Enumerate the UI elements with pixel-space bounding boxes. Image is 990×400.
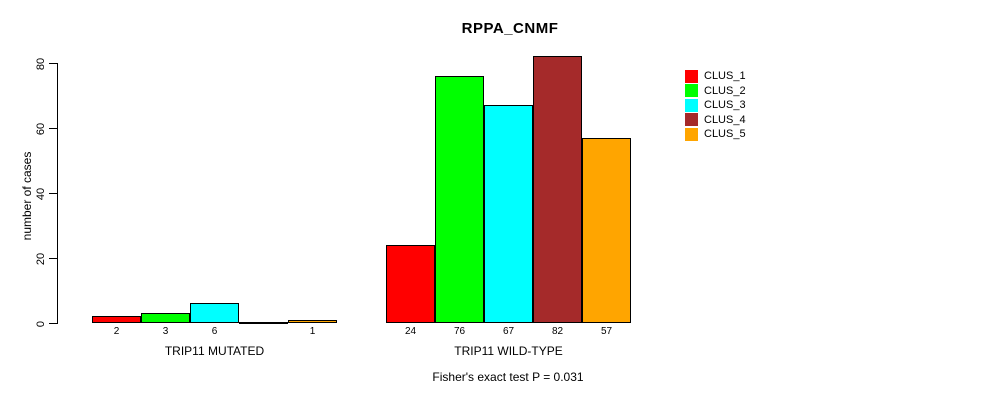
y-tick-label: 20 bbox=[35, 252, 47, 265]
y-tick-label: 60 bbox=[35, 122, 47, 135]
bar-clus-3-trip11-mutated bbox=[190, 303, 239, 323]
y-tick-label: 40 bbox=[35, 187, 47, 200]
chart-title: RPPA_CNMF bbox=[461, 20, 559, 37]
y-axis-line bbox=[57, 63, 58, 324]
legend-swatch-clus-2 bbox=[685, 84, 698, 98]
legend-label: CLUS_1 bbox=[704, 70, 746, 83]
bar-value-label: 3 bbox=[162, 326, 169, 337]
legend-item-clus-1: CLUS_1 bbox=[685, 69, 746, 84]
group-label-trip11-mutated: TRIP11 MUTATED bbox=[164, 344, 265, 358]
bar-clus-2-trip11-mutated bbox=[141, 313, 190, 323]
bar-value-label: 6 bbox=[211, 326, 218, 337]
bar-value-label: 2 bbox=[113, 326, 120, 337]
y-tick bbox=[49, 258, 57, 259]
fisher-test-annotation: Fisher's exact test P = 0.031 bbox=[432, 370, 584, 384]
legend-label: CLUS_5 bbox=[704, 128, 746, 141]
group-label-trip11-wild-type: TRIP11 WILD-TYPE bbox=[454, 344, 563, 358]
bar-clus-2-trip11-wild-type bbox=[435, 76, 484, 323]
legend-label: CLUS_3 bbox=[704, 99, 746, 112]
legend-swatch-clus-4 bbox=[685, 113, 698, 127]
legend-swatch-clus-5 bbox=[685, 127, 698, 141]
y-axis-title: number of cases bbox=[20, 151, 34, 241]
legend-item-clus-4: CLUS_4 bbox=[685, 113, 746, 128]
legend-label: CLUS_2 bbox=[704, 84, 746, 97]
y-tick bbox=[49, 128, 57, 129]
y-tick-label: 80 bbox=[35, 57, 47, 70]
bar-value-label: 24 bbox=[404, 326, 417, 337]
y-tick bbox=[49, 323, 57, 324]
bar-clus-1-trip11-wild-type bbox=[386, 245, 435, 323]
bar-clus-1-trip11-mutated bbox=[92, 316, 141, 323]
legend: CLUS_1 CLUS_2 CLUS_3 CLUS_4 CLUS_5 bbox=[685, 69, 746, 142]
bar-clus-4-trip11-mutated bbox=[239, 322, 288, 324]
bar-clus-4-trip11-wild-type bbox=[533, 56, 582, 323]
bar-value-label: 1 bbox=[309, 326, 316, 337]
bar-value-label: 76 bbox=[453, 326, 466, 337]
legend-swatch-clus-3 bbox=[685, 98, 698, 112]
legend-item-clus-2: CLUS_2 bbox=[685, 84, 746, 99]
bar-clus-3-trip11-wild-type bbox=[484, 105, 533, 323]
bar-value-label: 57 bbox=[600, 326, 613, 337]
legend-item-clus-5: CLUS_5 bbox=[685, 127, 746, 142]
y-tick bbox=[49, 63, 57, 64]
y-tick bbox=[49, 193, 57, 194]
y-tick-label: 0 bbox=[35, 320, 47, 327]
bar-clus-5-trip11-mutated bbox=[288, 320, 337, 323]
bar-value-label: 67 bbox=[502, 326, 515, 337]
legend-item-clus-3: CLUS_3 bbox=[685, 98, 746, 113]
bar-value-label: 82 bbox=[551, 326, 564, 337]
legend-swatch-clus-1 bbox=[685, 69, 698, 83]
bar-clus-5-trip11-wild-type bbox=[582, 138, 631, 323]
legend-label: CLUS_4 bbox=[704, 113, 746, 126]
